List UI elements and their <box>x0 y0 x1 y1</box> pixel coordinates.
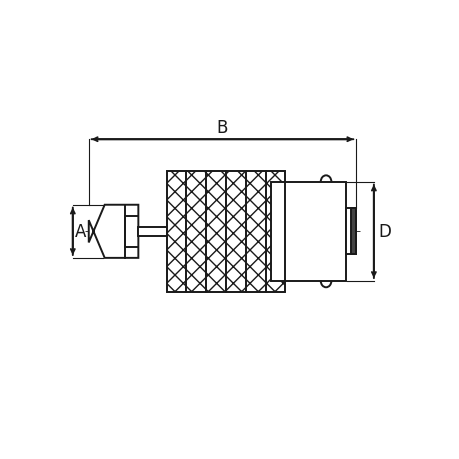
Bar <box>351 209 355 255</box>
Text: D: D <box>377 223 390 241</box>
Bar <box>166 172 285 292</box>
Bar <box>225 172 245 292</box>
Bar <box>166 172 285 292</box>
Text: B: B <box>216 118 228 136</box>
Bar <box>245 172 265 292</box>
Polygon shape <box>89 205 138 258</box>
Bar <box>265 172 285 292</box>
Bar <box>186 172 206 292</box>
Bar <box>166 172 186 292</box>
Text: A: A <box>75 223 86 241</box>
Bar <box>345 209 355 255</box>
Bar <box>138 228 168 236</box>
Bar <box>206 172 225 292</box>
Bar <box>271 182 345 281</box>
